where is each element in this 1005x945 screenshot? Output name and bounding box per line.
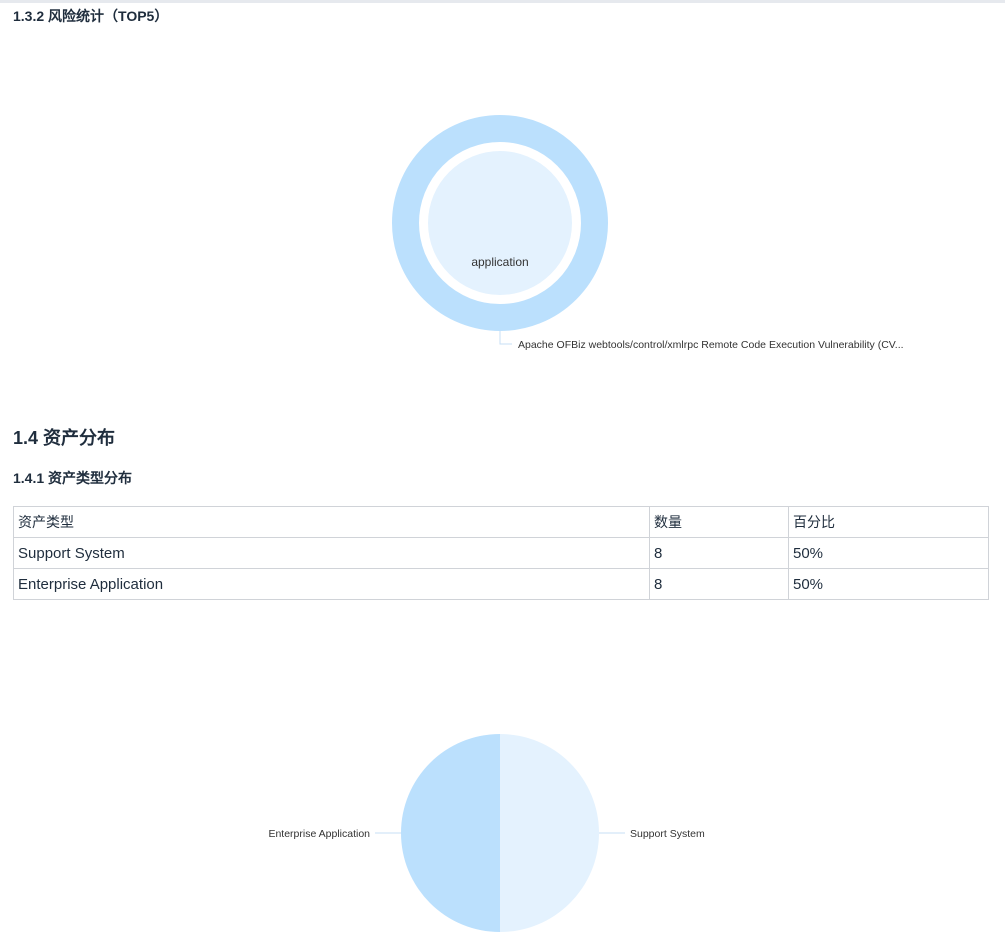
pie-slice-enterprise-application[interactable] — [401, 734, 500, 932]
cell-asset-type: Enterprise Application — [13, 568, 650, 600]
table-row: Enterprise Application 8 50% — [13, 568, 989, 600]
pie-slice-support-system[interactable] — [500, 734, 599, 932]
sunburst-leader-line — [499, 331, 512, 345]
sunburst-outer-ring[interactable] — [392, 115, 608, 331]
pie-label: Support System — [630, 828, 705, 840]
pie-label: Enterprise Application — [268, 828, 370, 840]
risk-stats-heading: 1.3.2 风险统计（TOP5） — [13, 8, 169, 24]
top-divider — [0, 0, 1005, 3]
sunburst-outer-label: Apache OFBiz webtools/control/xmlrpc Rem… — [518, 339, 904, 351]
cell-asset-type: Support System — [13, 537, 650, 569]
risk-sunburst-chart: application Apache OFBiz webtools/contro… — [392, 115, 904, 351]
pie-labels-group: Support System Enterprise Application — [268, 828, 705, 840]
sunburst-inner-circle[interactable] — [428, 151, 572, 295]
cell-count: 8 — [649, 568, 789, 600]
asset-distribution-heading: 1.4 资产分布 — [13, 428, 116, 448]
asset-type-table: 资产类型 数量 百分比 Support System 8 50% Enterpr… — [13, 506, 989, 600]
column-header-percentage: 百分比 — [788, 506, 989, 538]
column-header-asset-type: 资产类型 — [13, 506, 650, 538]
cell-count: 8 — [649, 537, 789, 569]
cell-percentage: 50% — [788, 568, 989, 600]
sunburst-inner-label: application — [471, 255, 528, 269]
asset-type-pie-chart: Support System Enterprise Application — [268, 734, 705, 932]
column-header-count: 数量 — [649, 506, 789, 538]
table-row: Support System 8 50% — [13, 537, 989, 569]
cell-percentage: 50% — [788, 537, 989, 569]
pie-slices-group — [401, 734, 599, 932]
asset-type-heading: 1.4.1 资产类型分布 — [13, 470, 133, 486]
table-header-row: 资产类型 数量 百分比 — [13, 506, 989, 538]
